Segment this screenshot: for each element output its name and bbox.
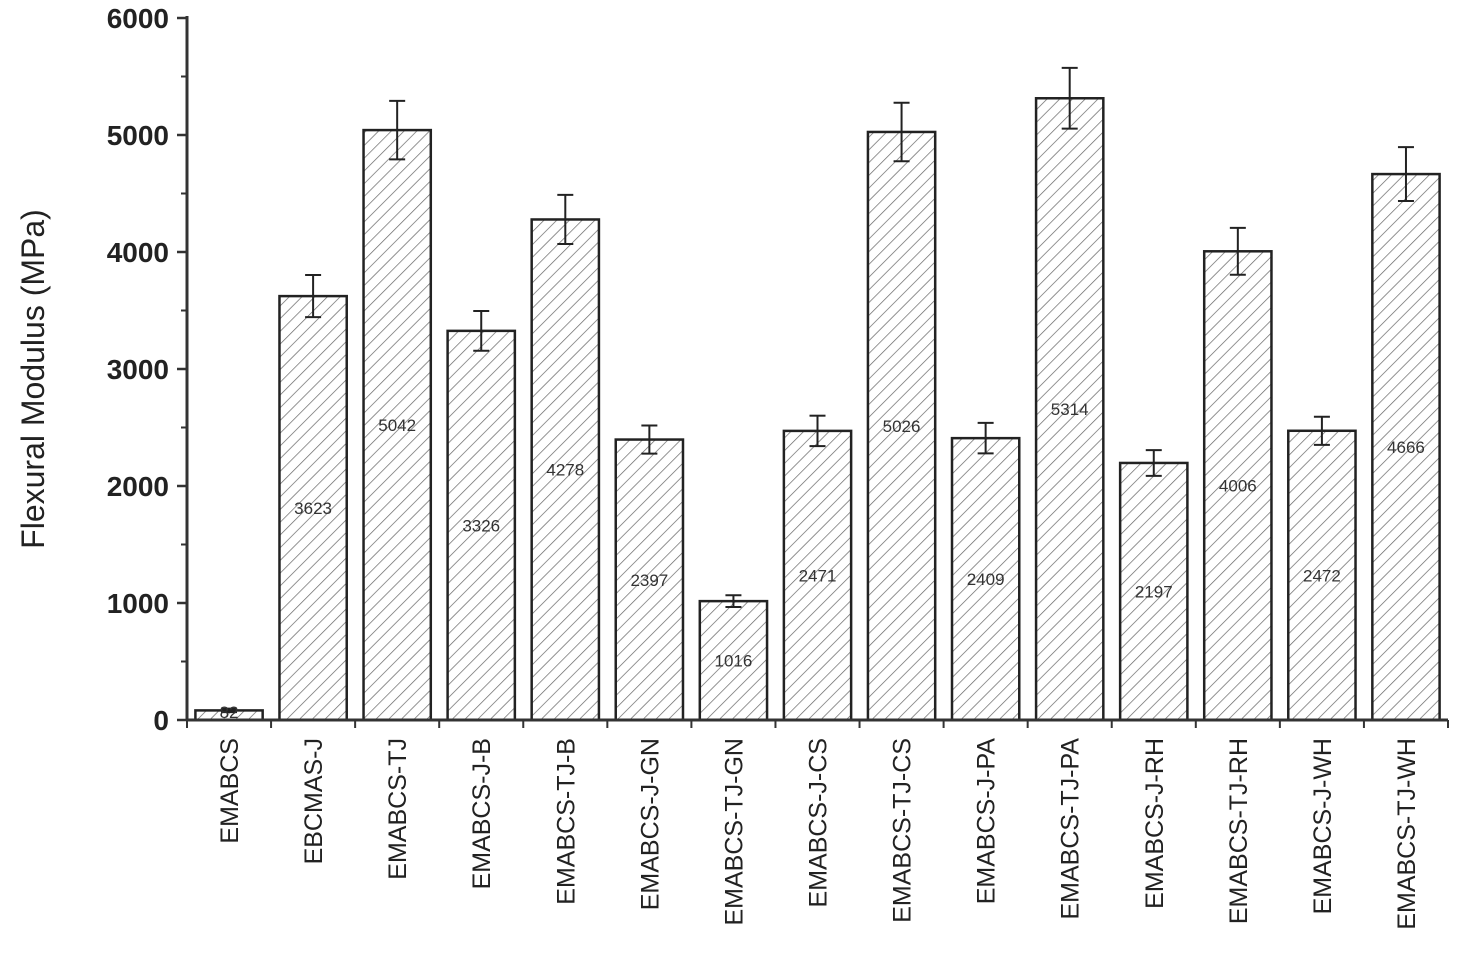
x-tick-label: EMABCS-TJ <box>384 738 412 880</box>
data-label: 5042 <box>378 416 416 435</box>
bar <box>1371 172 1441 722</box>
y-tick-label: 1000 <box>107 588 169 619</box>
x-tick-label: EMABCS-J-B <box>468 738 496 889</box>
bar <box>950 436 1021 722</box>
x-tick-label: EMABCS-J-PA <box>973 738 1001 905</box>
data-label: 2409 <box>967 570 1005 589</box>
x-tick-label: EMABCS-TJ-RH <box>1225 738 1253 924</box>
data-label: 4278 <box>546 461 584 480</box>
data-label: 2471 <box>799 566 837 585</box>
x-tick-label: EBCMAS-J <box>300 738 328 864</box>
data-labels-layer: 82 3623 5042 3326 4278 2397 1016 2471 5026 2409 53… <box>220 400 1425 722</box>
y-tick-label: 3000 <box>107 354 169 385</box>
data-label: 4666 <box>1387 438 1425 457</box>
bars-layer <box>194 97 1441 722</box>
data-label: 82 <box>220 703 239 722</box>
data-label: 4006 <box>1219 477 1257 496</box>
bar <box>530 218 601 722</box>
y-tick-label: 6000 <box>107 3 169 34</box>
x-tick-label: EMABCS-TJ-WH <box>1393 738 1421 930</box>
x-tick-label: EMABCS-TJ-PA <box>1057 738 1085 920</box>
data-label: 5026 <box>883 417 921 436</box>
data-label: 2197 <box>1135 582 1173 601</box>
x-tick-label: EMABCS-TJ-CS <box>889 738 917 923</box>
x-tick-label: EMABCS-TJ-GN <box>720 738 748 926</box>
data-label: 3326 <box>462 516 500 535</box>
data-label: 1016 <box>715 652 753 671</box>
x-tick-label: EMABCS-TJ-B <box>552 738 580 905</box>
y-tick-label: 0 <box>153 705 169 736</box>
data-label: 2472 <box>1303 566 1341 585</box>
error-bars-layer <box>221 66 1414 714</box>
y-tick-label: 4000 <box>107 237 169 268</box>
bar <box>446 329 517 722</box>
bar <box>866 130 937 722</box>
bar <box>278 294 348 722</box>
y-tick-label: 5000 <box>107 120 169 151</box>
y-axis-title: Flexural Modulus (MPa) <box>15 209 51 549</box>
bar <box>1202 250 1273 722</box>
data-label: 5314 <box>1051 400 1089 419</box>
x-tick-label: EMABCS-J-RH <box>1141 738 1169 909</box>
bar <box>782 429 853 722</box>
x-tick-label: EMABCS <box>216 738 244 844</box>
x-tick-label: EMABCS-J-CS <box>805 738 833 907</box>
x-tick-label: EMABCS-J-WH <box>1309 738 1337 914</box>
bar <box>1118 461 1189 722</box>
data-label: 2397 <box>630 571 668 590</box>
x-tick-label: EMABCS-J-GN <box>636 738 664 910</box>
data-label: 3623 <box>294 499 332 518</box>
axes-layer: EMABCS EBCMAS-J EMABCS-TJ EMABCS-J-B EMABCS-… <box>107 3 1449 930</box>
bar <box>698 599 769 722</box>
y-tick-label: 2000 <box>107 471 169 502</box>
